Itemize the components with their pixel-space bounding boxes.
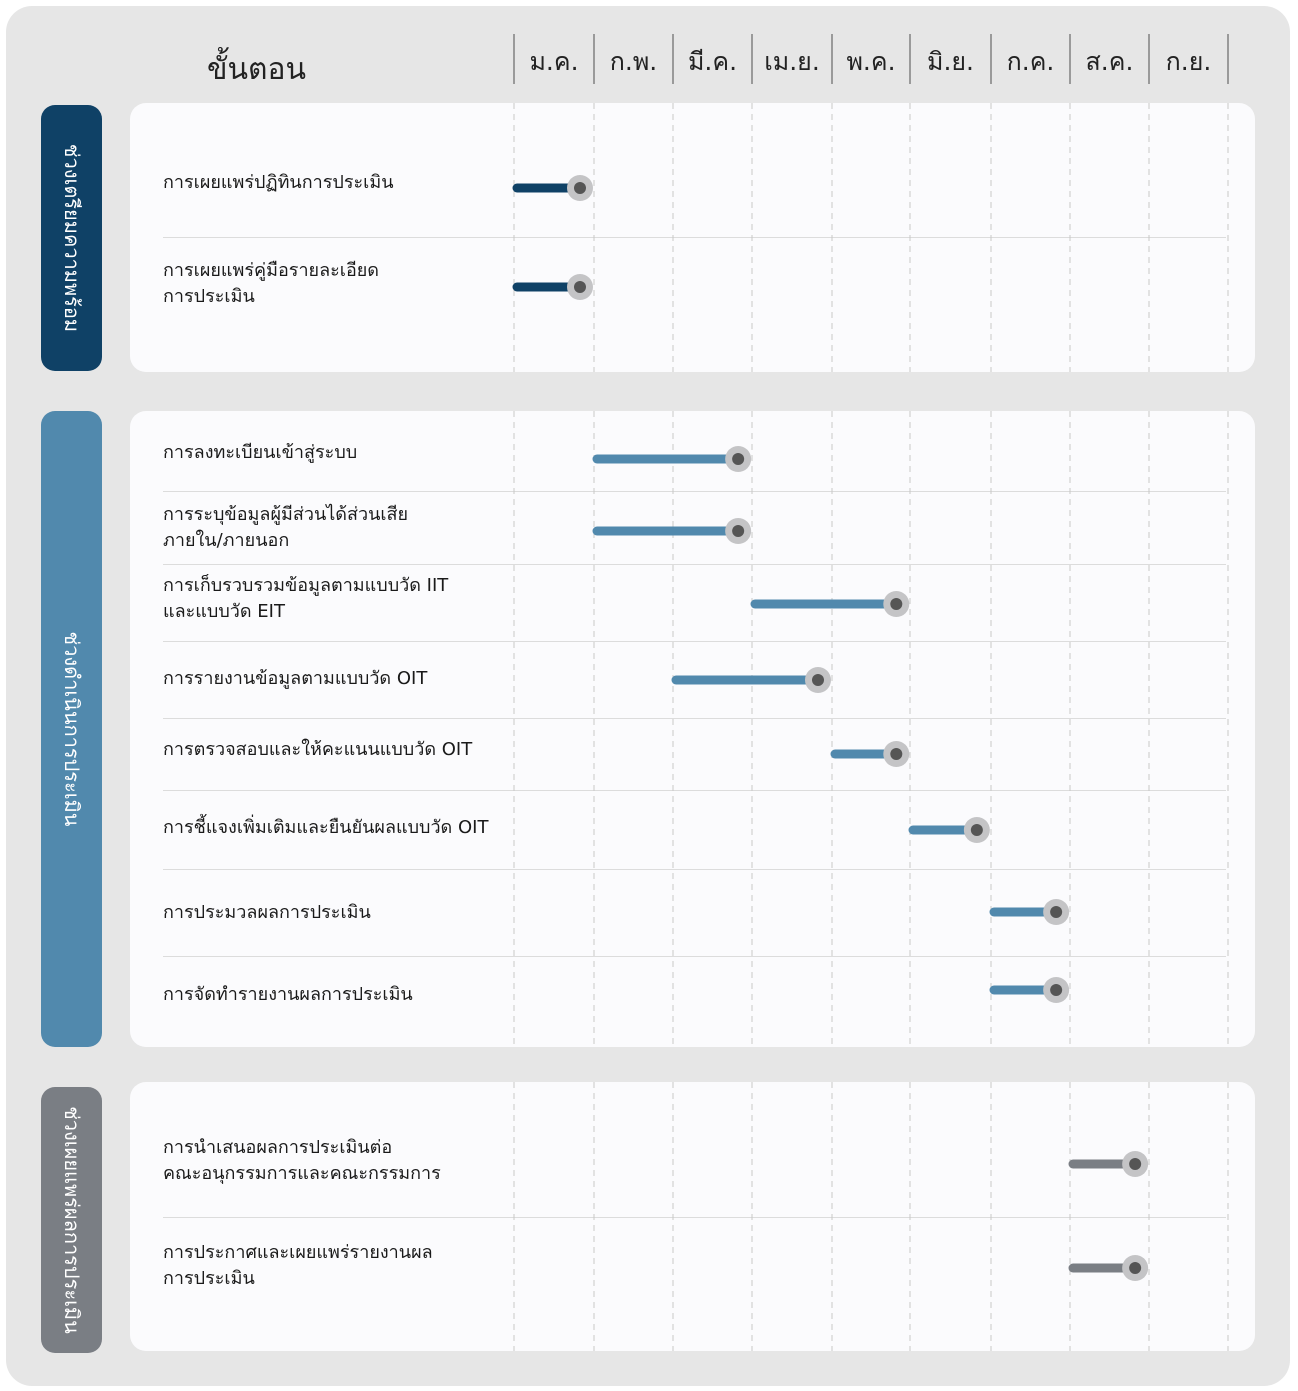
task-label-line: การประมวลผลการประเมิน (163, 902, 371, 923)
bar-end-knob-center (732, 453, 745, 465)
task-label-line: คณะอนุกรรมการและคณะกรรมการ (163, 1163, 441, 1184)
month-label: ก.ค. (1006, 47, 1055, 76)
task-label: การเก็บรวบรวมข้อมูลตามแบบวัด IIT และแบบวั… (163, 573, 448, 625)
phase-panel (130, 1082, 1255, 1351)
task-label-line: การนำเสนอผลการประเมินต่อ (163, 1137, 393, 1158)
phase-badge: ช่วงเตรียมความพร้อม (41, 105, 102, 371)
month-label: พ.ค. (846, 47, 896, 76)
month-divider (909, 34, 911, 84)
month-label: เม.ย. (764, 47, 820, 76)
bar-end-knob-center (574, 281, 586, 293)
month-divider (831, 34, 833, 84)
row-divider (163, 641, 1226, 642)
task-label-line: การชี้แจงเพิ่มเติมและยืนยันผลแบบวัด OIT (163, 817, 489, 838)
bar-end-knob-center (1050, 984, 1063, 996)
month-divider (1148, 34, 1150, 84)
steps-column-header: ขั้นตอน (207, 52, 307, 87)
row-divider (163, 718, 1226, 719)
bar-end-knob-center (812, 674, 824, 686)
row-divider (163, 1217, 1226, 1218)
task-label-line: การเผยแพร่ปฏิทินการประเมิน (163, 172, 394, 193)
row-divider (163, 491, 1226, 492)
month-label: มี.ค. (687, 47, 738, 76)
phase-panel (130, 411, 1255, 1047)
task-label: การเผยแพร่คู่มือรายละเอียดการประเมิน (163, 258, 379, 310)
bar-end-knob-center (890, 598, 903, 610)
task-label-line: การเผยแพร่คู่มือรายละเอียด (163, 260, 379, 281)
month-divider (672, 34, 674, 84)
phase-badge: ช่วงเผยแพร่ผลการประเมิน (41, 1087, 102, 1353)
task-label: การนำเสนอผลการประเมินต่อคณะอนุกรรมการและ… (163, 1135, 441, 1187)
row-divider (163, 790, 1226, 791)
task-label: การเผยแพร่ปฏิทินการประเมิน (163, 170, 394, 196)
bar-end-knob-center (1129, 1262, 1142, 1274)
task-label-line: การจัดทำรายงานผลการประเมิน (163, 984, 413, 1005)
task-label: การลงทะเบียนเข้าสู่ระบบ (163, 440, 357, 466)
month-divider (1069, 34, 1071, 84)
task-label-line: การประเมิน (163, 286, 255, 307)
task-label: การระบุข้อมูลผู้มีส่วนได้ส่วนเสียภายใน/ภ… (163, 502, 408, 554)
month-divider (593, 34, 595, 84)
task-label: การตรวจสอบและให้คะแนนแบบวัด OIT (163, 737, 472, 763)
month-label: ส.ค. (1085, 47, 1134, 76)
task-label: การประมวลผลการประเมิน (163, 900, 371, 926)
task-label-line: การตรวจสอบและให้คะแนนแบบวัด OIT (163, 739, 473, 760)
month-label: ม.ค. (529, 47, 579, 76)
row-divider (163, 237, 1226, 238)
month-label: ก.ย. (1165, 47, 1212, 76)
bar-end-knob-center (1129, 1158, 1142, 1170)
task-label: การประกาศและเผยแพร่รายงานผลการประเมิน (163, 1240, 433, 1292)
task-label-line: การลงทะเบียนเข้าสู่ระบบ (163, 442, 358, 463)
month-label: มิ.ย. (926, 47, 975, 76)
task-label: การรายงานข้อมูลตามแบบวัด OIT (163, 666, 427, 692)
task-label-line: การระบุข้อมูลผู้มีส่วนได้ส่วนเสีย (163, 504, 409, 525)
row-divider (163, 956, 1226, 957)
row-divider (163, 564, 1226, 565)
bar-end-knob-center (890, 748, 903, 760)
bar-end-knob-center (574, 182, 586, 194)
task-label: การจัดทำรายงานผลการประเมิน (163, 982, 413, 1008)
month-label: ก.พ. (609, 47, 658, 76)
bar-end-knob-center (732, 525, 745, 537)
bar-end-knob-center (970, 824, 983, 836)
task-label-line: ภายใน/ภายนอก (163, 530, 290, 551)
task-label-line: การประเมิน (163, 1268, 255, 1289)
month-divider (1227, 34, 1229, 84)
task-label-line: การเก็บรวบรวมข้อมูลตามแบบวัด IIT (163, 575, 449, 596)
month-divider (513, 34, 515, 84)
phase-badge: ช่วงดำเนินการประเมิน (41, 411, 102, 1047)
task-label-line: การรายงานข้อมูลตามแบบวัด OIT (163, 668, 428, 689)
task-label-line: และแบบวัด EIT (163, 601, 285, 622)
month-divider (990, 34, 992, 84)
row-divider (163, 869, 1226, 870)
task-label: การชี้แจงเพิ่มเติมและยืนยันผลแบบวัด OIT (163, 815, 488, 841)
bar-end-knob-center (1050, 906, 1063, 918)
task-label-line: การประกาศและเผยแพร่รายงานผล (163, 1242, 433, 1263)
month-divider (751, 34, 753, 84)
